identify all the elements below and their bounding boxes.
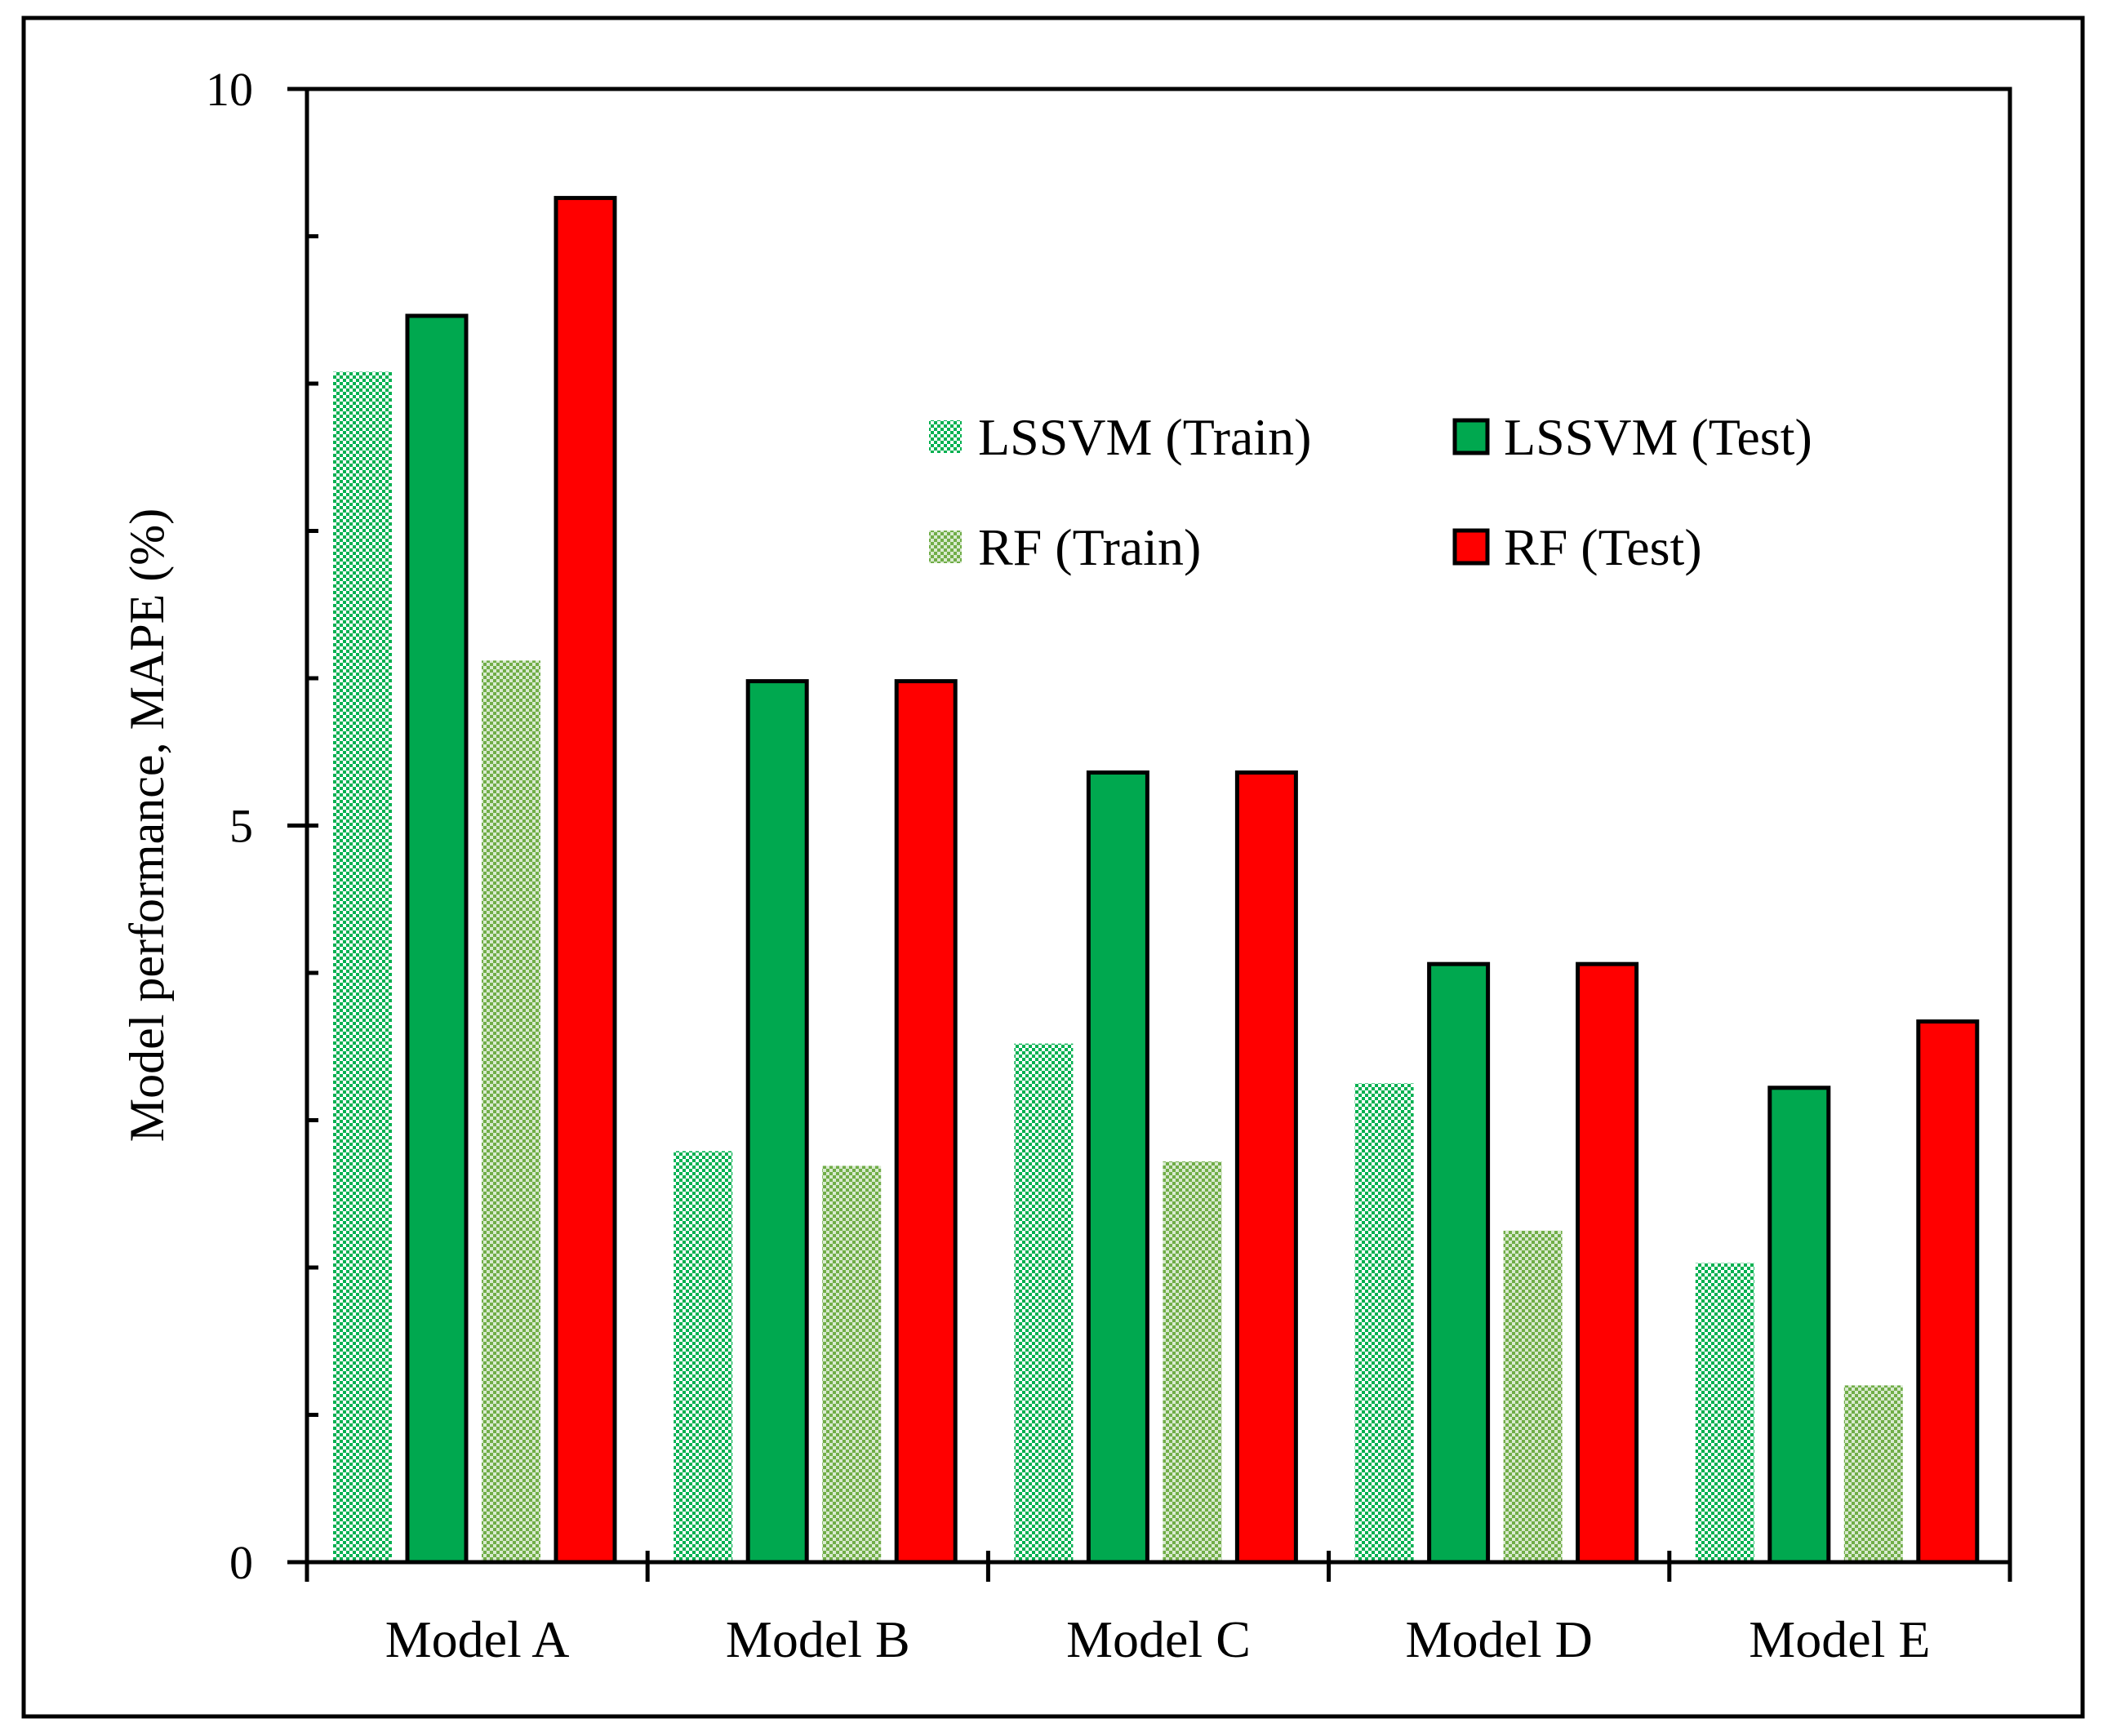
legend-label-0: LSSVM (Train)	[978, 408, 1311, 466]
legend-swatch-0	[929, 420, 962, 453]
bar-lssvm-train-model-a	[333, 371, 392, 1562]
bar-lssvm-test-model-e	[1767, 1086, 1831, 1565]
axes-layer	[287, 87, 2012, 1582]
bar-lssvm-train-model-e	[1695, 1263, 1754, 1562]
legend-swatch-2	[929, 531, 962, 563]
bar-lssvm-test-model-d	[1427, 961, 1491, 1565]
bar-rf-test-model-e	[1916, 1019, 1980, 1565]
bar-lssvm-train-model-d	[1354, 1083, 1414, 1562]
bar-lssvm-test-model-c	[1086, 770, 1149, 1565]
tick-labels-layer: 0 5 10 Model A Model B Model C Model D Model E	[206, 63, 1930, 1668]
bar-rf-train-model-c	[1163, 1161, 1222, 1562]
x-tick-label: Model A	[385, 1610, 570, 1668]
bar-lssvm-train-model-c	[1014, 1043, 1074, 1562]
legend-swatch-3	[1452, 528, 1490, 566]
x-tick-label: Model E	[1749, 1610, 1930, 1668]
bar-rf-train-model-e	[1843, 1385, 1903, 1562]
y-tick-label: 5	[229, 800, 253, 853]
legend-label-3: RF (Test)	[1504, 518, 1702, 576]
x-tick-label: Model C	[1066, 1610, 1251, 1668]
bar-rf-train-model-a	[482, 660, 540, 1562]
bar-rf-test-model-a	[554, 196, 617, 1565]
bar-rf-test-model-d	[1576, 961, 1639, 1565]
x-tick-label: Model B	[726, 1610, 910, 1668]
bar-lssvm-train-model-b	[674, 1151, 733, 1562]
y-tick-label: 10	[206, 63, 253, 116]
bar-rf-train-model-d	[1503, 1230, 1563, 1562]
legend-label-2: RF (Train)	[978, 518, 1201, 576]
x-tick-label: Model D	[1406, 1610, 1593, 1668]
legend-label-1: LSSVM (Test)	[1504, 408, 1812, 466]
bar-lssvm-test-model-b	[745, 679, 809, 1565]
y-tick-label: 0	[229, 1536, 253, 1589]
bars-layer	[333, 196, 1980, 1565]
y-axis-title: Model performance, MAPE (%)	[120, 508, 174, 1142]
bar-rf-test-model-b	[894, 679, 958, 1565]
bar-lssvm-test-model-a	[405, 313, 469, 1565]
legend-swatch-1	[1452, 418, 1490, 455]
bar-rf-test-model-c	[1234, 770, 1298, 1565]
bar-rf-train-model-b	[822, 1165, 882, 1562]
legend: LSSVM (Train) LSSVM (Test) RF (Train) RF (T…	[929, 408, 1812, 576]
